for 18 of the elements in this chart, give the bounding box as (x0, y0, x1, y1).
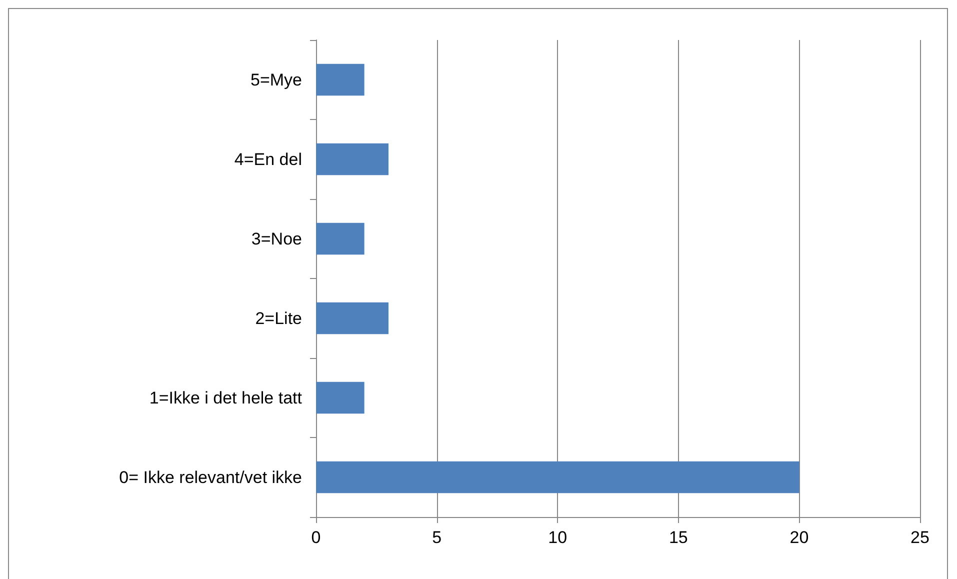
y-tick-label: 2=Lite (255, 308, 302, 328)
y-tick-label: 3=Noe (251, 229, 302, 248)
y-tick-label: 0= Ikke relevant/vet ikke (119, 468, 302, 487)
x-tick-label: 20 (790, 528, 809, 547)
x-tick-label: 10 (548, 528, 568, 547)
x-tick-label: 25 (910, 528, 930, 547)
bar (316, 64, 364, 96)
x-tick-label: 5 (432, 528, 442, 547)
bar (316, 143, 388, 176)
bar (316, 461, 800, 494)
bar (316, 222, 364, 255)
y-tick-label: 4=En del (234, 150, 302, 169)
y-tick-label: 5=Mye (250, 70, 302, 90)
bar (316, 382, 364, 414)
y-tick-label: 1=Ikke i det hele tatt (149, 388, 302, 408)
x-tick-label: 15 (668, 528, 688, 547)
bar (316, 302, 388, 334)
x-tick-label: 0 (311, 528, 321, 547)
